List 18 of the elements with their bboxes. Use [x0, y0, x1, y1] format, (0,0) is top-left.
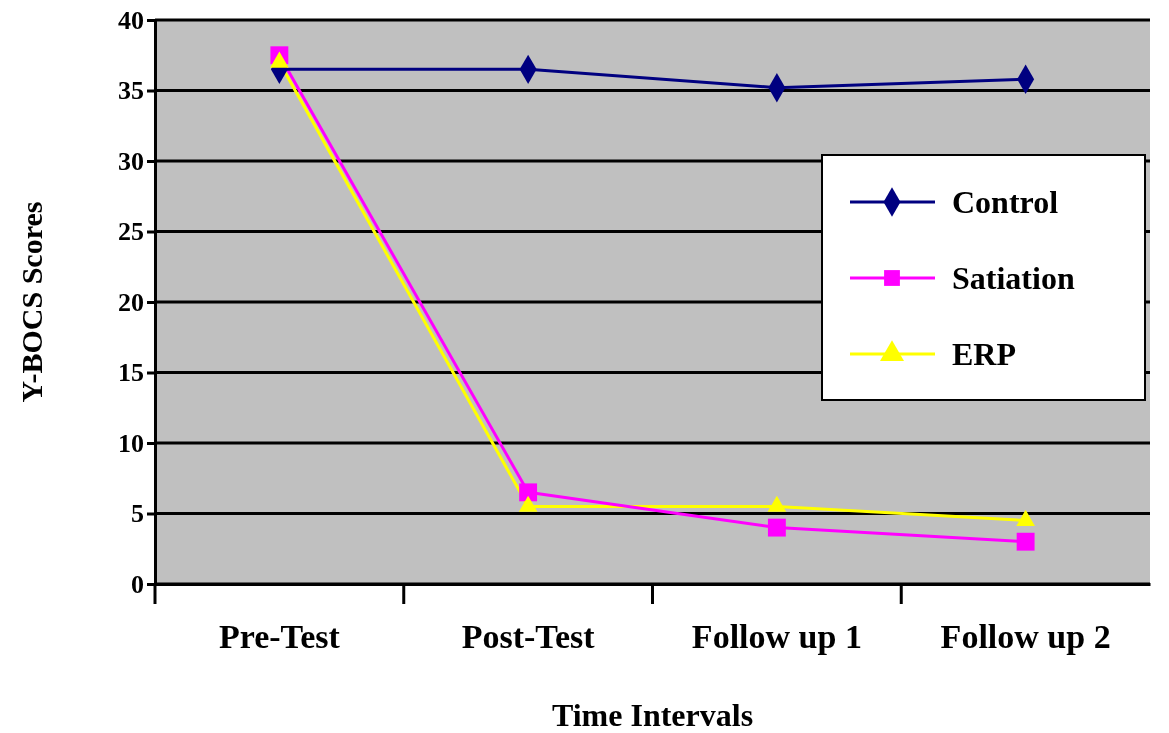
y-tick-label: 20	[118, 287, 144, 317]
x-tick-label: Post-Test	[461, 618, 596, 656]
x-axis-title: Time Intervals	[551, 697, 754, 733]
y-tick-label: 25	[118, 217, 144, 247]
x-tick-label: Follow up 2	[940, 618, 1111, 656]
y-tick-label: 40	[118, 5, 144, 35]
y-tick-label: 0	[131, 569, 144, 599]
legend-label: Satiation	[952, 260, 1075, 296]
y-tick-label: 5	[131, 499, 144, 529]
x-tick-label: Pre-Test	[218, 618, 341, 656]
y-axis-title: Y-BOCS Scores	[15, 201, 48, 403]
y-tick-label: 35	[118, 76, 144, 106]
x-tick-label: Follow up 1	[691, 618, 862, 656]
legend-label: ERP	[952, 336, 1016, 372]
y-tick-label: 10	[118, 428, 144, 458]
y-tick-label: 30	[118, 146, 144, 176]
legend-label: Control	[952, 184, 1059, 220]
y-tick-label: 15	[118, 358, 144, 388]
